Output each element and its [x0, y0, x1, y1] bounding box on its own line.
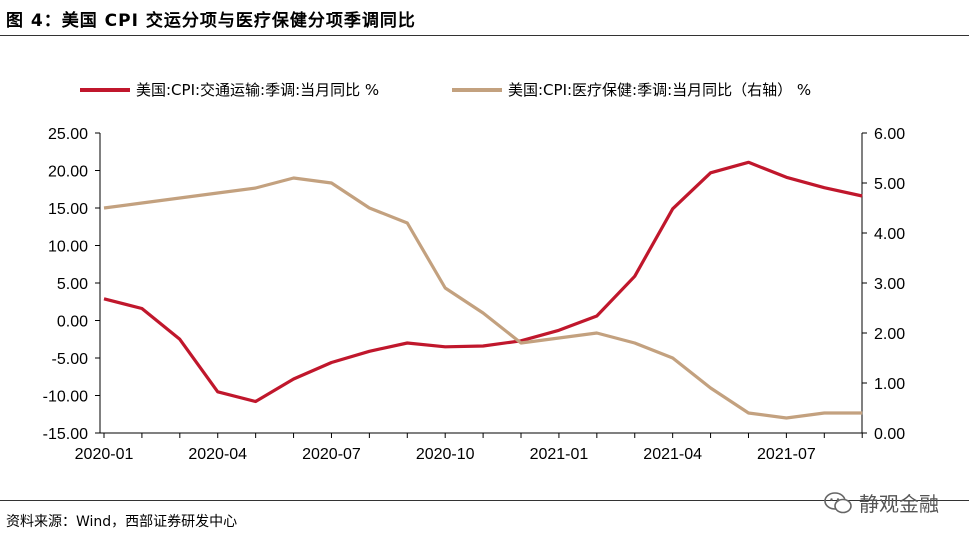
- right-tick-label: 3.00: [874, 276, 905, 293]
- chart-title: 图 4：美国 CPI 交运分项与医疗保健分项季调同比: [6, 11, 416, 31]
- right-tick-label: 6.00: [874, 126, 905, 143]
- series-line-1: [103, 160, 863, 404]
- watermark-text: 静观金融: [859, 492, 939, 516]
- x-tick-label: 2021-04: [643, 446, 702, 463]
- left-tick-label: 0.00: [57, 314, 88, 331]
- right-tick-label: 5.00: [874, 176, 905, 193]
- left-tick-label: -5.00: [52, 351, 89, 368]
- right-tick-label: 0.00: [874, 426, 905, 443]
- x-tick-label: 2021-07: [757, 446, 816, 463]
- x-tick-label: 2020-10: [416, 446, 475, 463]
- left-tick-label: 15.00: [48, 201, 88, 218]
- right-tick-label: 4.00: [874, 226, 905, 243]
- right-tick-label: 2.00: [874, 326, 905, 343]
- legend-label-2: 美国:CPI:医疗保健:季调:当月同比（右轴） %: [508, 81, 811, 99]
- chart: 美国:CPI:交通运输:季调:当月同比 % 美国:CPI:医疗保健:季调:当月同比…: [43, 81, 906, 463]
- legend-label-1: 美国:CPI:交通运输:季调:当月同比 %: [136, 81, 379, 99]
- x-tick-label: 2020-01: [75, 446, 134, 463]
- legend: 美国:CPI:交通运输:季调:当月同比 % 美国:CPI:医疗保健:季调:当月同比…: [80, 81, 811, 99]
- left-tick-label: 10.00: [48, 239, 88, 256]
- left-tick-label: -15.00: [43, 426, 88, 443]
- axes: 25.00 20.00 15.00 10.00 5.00 0.00 -5.00 -10.00 -…: [43, 126, 906, 463]
- x-tick-label: 2021-01: [530, 446, 589, 463]
- x-tick-label: 2020-07: [302, 446, 361, 463]
- source-note: 资料来源：Wind，西部证券研发中心: [6, 514, 238, 530]
- left-tick-label: -10.00: [43, 389, 88, 406]
- series-line-2: [103, 176, 863, 420]
- left-tick-label: 5.00: [57, 276, 88, 293]
- x-tick-label: 2020-04: [188, 446, 247, 463]
- left-tick-label: 20.00: [48, 164, 88, 181]
- bottom-divider: [0, 500, 969, 501]
- wechat-icon: [824, 491, 852, 513]
- left-tick-label: 25.00: [48, 126, 88, 143]
- watermark: 静观金融: [823, 488, 939, 517]
- right-tick-label: 1.00: [874, 376, 905, 393]
- series-lines: [103, 160, 863, 420]
- top-divider: [0, 35, 969, 36]
